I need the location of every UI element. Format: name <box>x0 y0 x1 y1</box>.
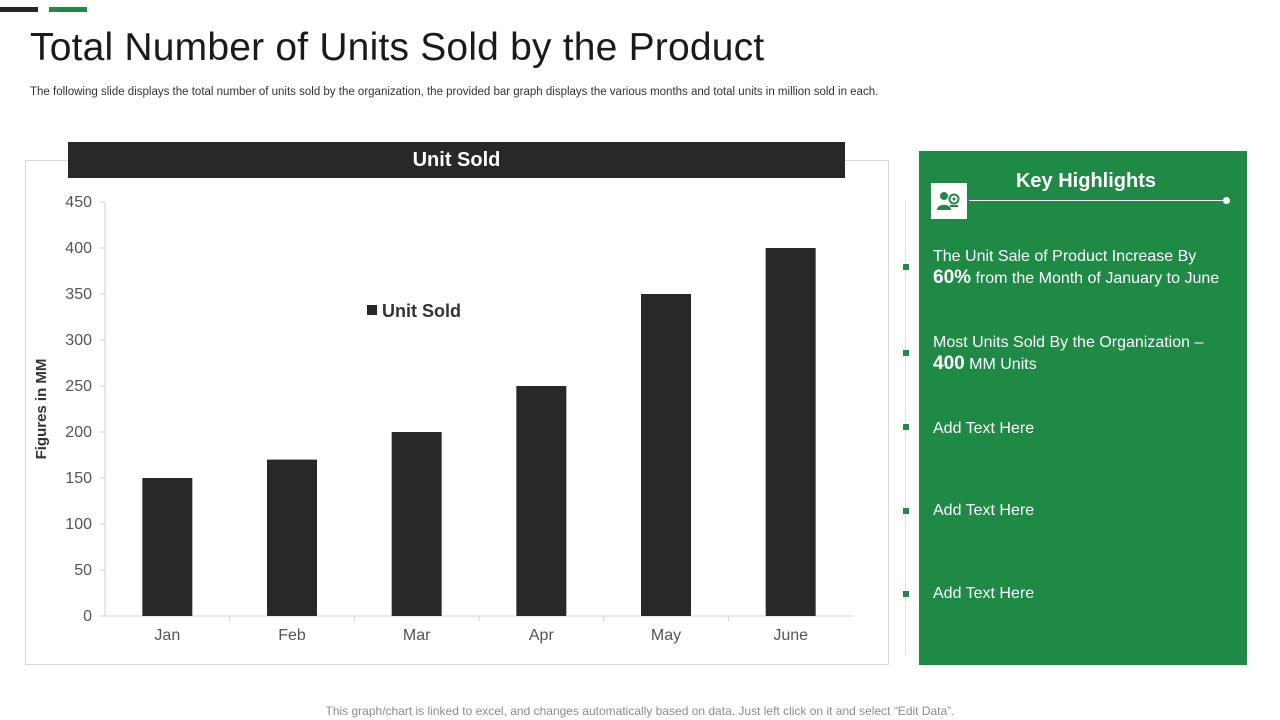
user-location-icon <box>929 181 969 221</box>
y-tick-label: 150 <box>65 470 92 487</box>
highlight-text: from the Month of January to June <box>971 270 1220 287</box>
x-tick-label: Mar <box>403 627 431 644</box>
x-tick-label: Feb <box>278 627 306 644</box>
bar[interactable] <box>267 459 317 616</box>
timeline-marker <box>903 350 909 356</box>
highlight-text: MM Units <box>964 356 1037 373</box>
y-tick-label: 100 <box>65 516 92 533</box>
page-title: Total Number of Units Sold by the Produc… <box>30 26 765 69</box>
y-axis-label: Figures in MM <box>33 359 50 460</box>
y-tick-label: 300 <box>65 332 92 349</box>
decor-bar-dark <box>0 7 38 12</box>
timeline-marker <box>903 264 909 270</box>
panel-divider <box>969 200 1226 201</box>
x-tick-label: May <box>651 627 681 644</box>
x-tick-label: Jan <box>154 627 180 644</box>
footer-note: This graph/chart is linked to excel, and… <box>325 704 955 718</box>
y-tick-label: 350 <box>65 286 92 303</box>
highlight-value: 60% <box>933 267 972 288</box>
bar[interactable] <box>765 248 816 616</box>
key-highlights-panel <box>919 151 1247 665</box>
y-tick-label: 50 <box>74 562 92 579</box>
highlight-item: The Unit Sale of Product Increase By 60%… <box>933 246 1233 289</box>
y-tick-label: 400 <box>65 240 92 257</box>
bar[interactable] <box>516 386 567 616</box>
highlight-text: The Unit Sale of Product Increase By <box>933 248 1197 265</box>
x-tick-label: Apr <box>529 627 555 644</box>
bar[interactable] <box>391 432 442 616</box>
highlight-item[interactable]: Add Text Here <box>933 585 1035 602</box>
bar-chart[interactable]: 0 50 100 150 200 250 300 350 400 450 Figures in MM… <box>0 0 900 680</box>
x-tick-label: June <box>773 627 808 644</box>
highlight-item: Most Units Sold By the Organization – 40… <box>933 332 1233 375</box>
y-tick-label: 450 <box>65 194 92 211</box>
highlight-value: 400 <box>933 353 965 374</box>
legend-label: Unit Sold <box>382 301 461 321</box>
decor-bar-green <box>49 7 87 12</box>
highlight-text: Most Units Sold By the Organization – <box>933 334 1204 351</box>
timeline-marker <box>903 591 909 597</box>
highlight-item[interactable]: Add Text Here <box>933 502 1035 519</box>
bar[interactable] <box>142 478 193 616</box>
y-tick-label: 200 <box>65 424 92 441</box>
highlight-item[interactable]: Add Text Here <box>933 420 1035 437</box>
page-subtitle: The following slide displays the total n… <box>30 86 879 98</box>
timeline-marker <box>903 424 909 430</box>
chart-title: Unit Sold <box>68 142 845 178</box>
panel-divider-dot <box>1223 197 1230 204</box>
timeline-marker <box>903 508 909 514</box>
key-highlights-title: Key Highlights <box>1015 170 1156 192</box>
y-tick-label: 250 <box>65 378 92 395</box>
legend-swatch <box>367 305 377 315</box>
y-tick-label: 0 <box>83 608 92 625</box>
bar[interactable] <box>641 294 691 616</box>
